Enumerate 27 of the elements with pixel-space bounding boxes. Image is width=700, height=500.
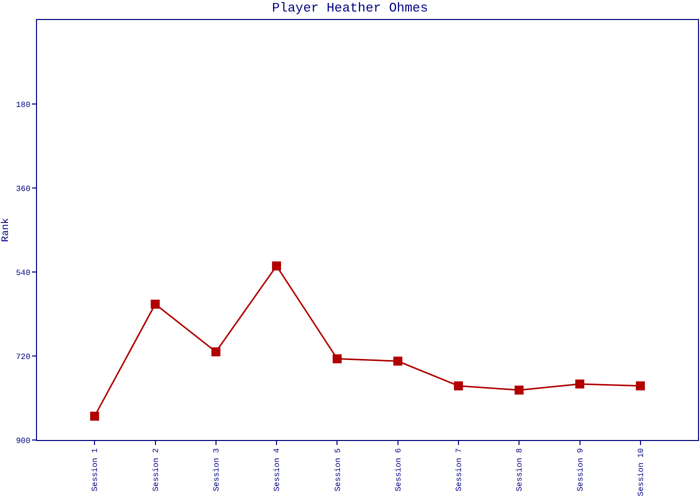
point	[272, 261, 282, 270]
y-axis-title: Rank	[0, 218, 12, 242]
point	[150, 300, 160, 309]
x-tick-label: Session 3	[212, 448, 222, 492]
x-tick-label: Session 8	[516, 448, 525, 492]
point	[332, 354, 342, 364]
chart-title: Player Heather Ohmes	[272, 0, 428, 16]
point	[393, 356, 402, 366]
point	[454, 381, 463, 390]
point	[211, 347, 220, 356]
y-tick-label: 360	[16, 184, 31, 194]
y-tick-label: 900	[16, 436, 31, 446]
x-tick-label: Session 1	[91, 448, 100, 492]
x-tick-label: Session 7	[455, 448, 464, 492]
point	[514, 386, 524, 395]
y-tick-label: 540	[16, 268, 31, 278]
point	[636, 381, 645, 390]
x-tick-label: Session 4	[273, 448, 282, 492]
x-tick-label: Session 6	[394, 448, 404, 492]
x-tick-label: Session 2	[152, 448, 161, 492]
point	[90, 412, 100, 421]
point	[575, 380, 584, 388]
y-tick-label: 720	[16, 352, 31, 362]
x-tick-label: Session 5	[334, 448, 343, 492]
x-tick-label: Session 10	[636, 448, 646, 496]
x-tick-label: Session 9	[576, 448, 586, 492]
y-tick-label: 180	[16, 100, 31, 110]
